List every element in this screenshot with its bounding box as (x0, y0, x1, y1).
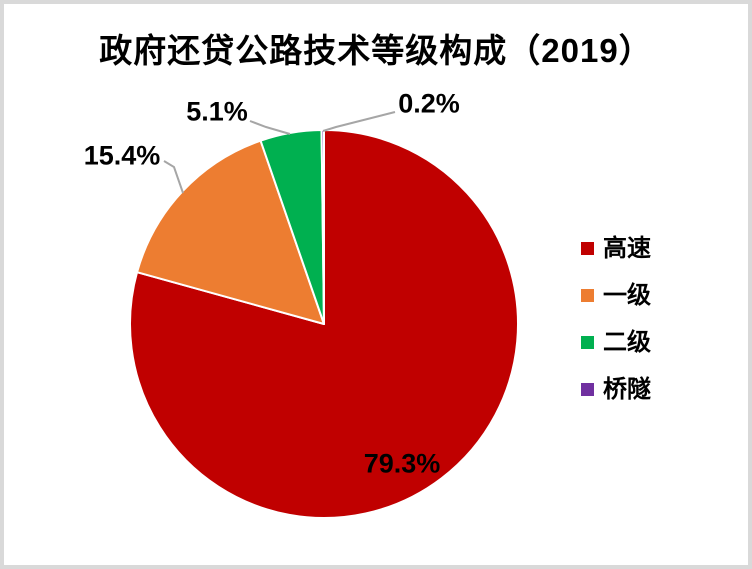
legend-label-qiaosui: 桥隧 (603, 375, 651, 403)
legend-swatch-erji (581, 336, 594, 349)
legend-item-yiji[interactable]: 一级 (581, 272, 651, 319)
pie-slices (129, 129, 519, 519)
pie-chart-svg (129, 111, 519, 519)
legend-swatch-yiji (581, 289, 594, 302)
legend: 高速 一级 二级 桥隧 (581, 225, 651, 413)
data-label-yiji: 15.4% (83, 140, 161, 171)
legend-item-qiaosui[interactable]: 桥隧 (581, 366, 651, 413)
data-label-gaosu: 79.3% (363, 448, 441, 479)
chart-title: 政府还贷公路技术等级构成（2019） (99, 32, 653, 69)
data-label-erji: 5.1% (186, 96, 248, 127)
legend-label-erji: 二级 (603, 328, 651, 356)
legend-swatch-gaosu (581, 242, 594, 255)
legend-item-gaosu[interactable]: 高速 (581, 225, 651, 272)
legend-swatch-qiaosui (581, 383, 594, 396)
leader-line-yiji (163, 160, 184, 194)
legend-item-erji[interactable]: 二级 (581, 319, 651, 366)
leader-line-qiaosui (322, 111, 396, 132)
data-label-qiaosui: 0.2% (398, 88, 460, 119)
leader-line-erji (249, 120, 291, 135)
legend-label-gaosu: 高速 (603, 234, 651, 262)
legend-label-yiji: 一级 (603, 281, 651, 309)
